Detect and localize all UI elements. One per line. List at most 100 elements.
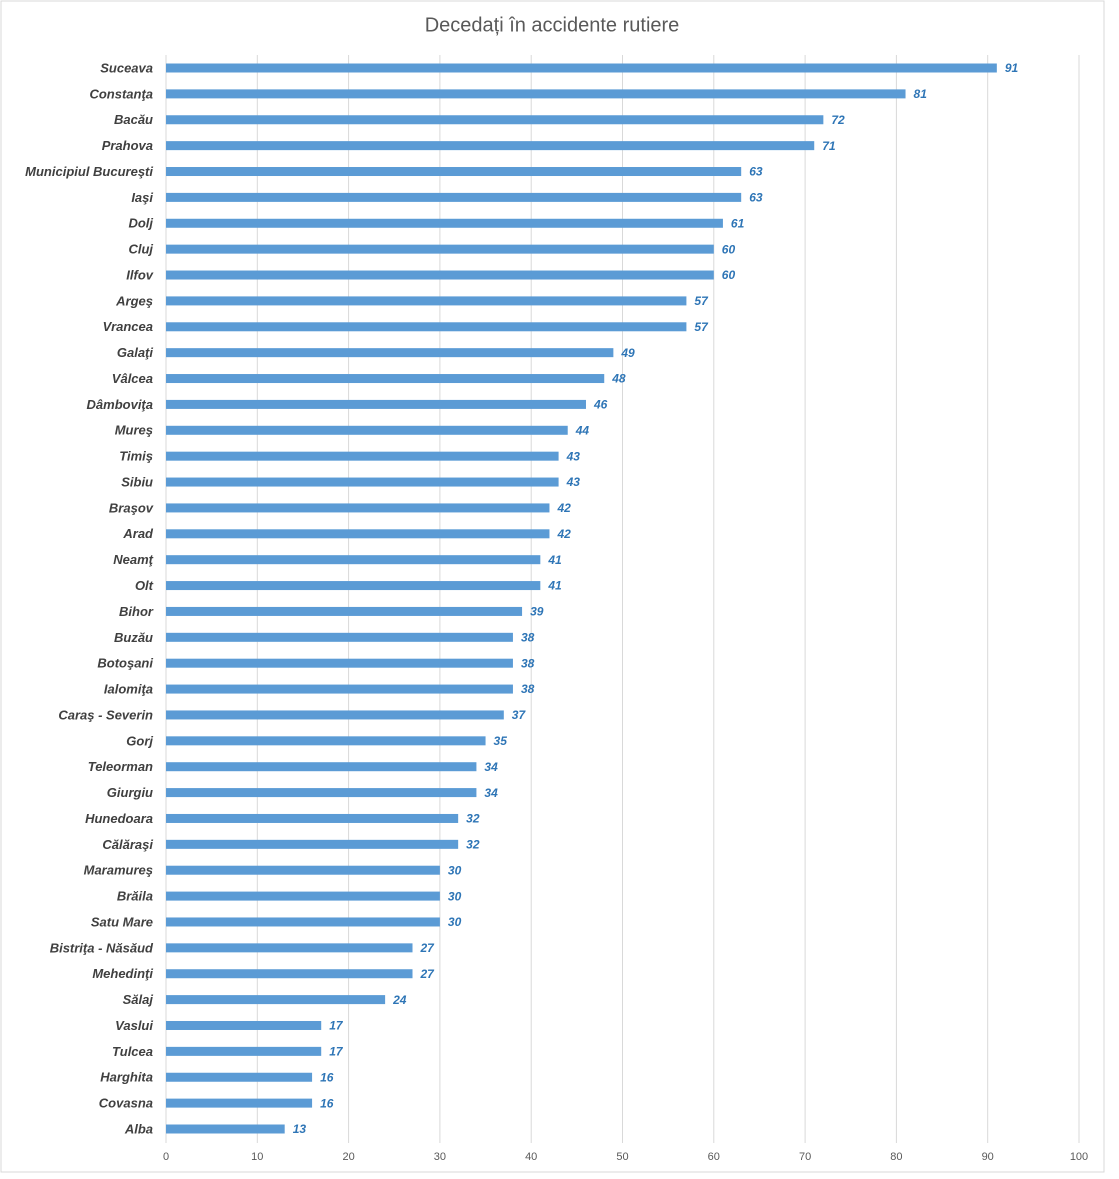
y-tick-label: Argeş bbox=[115, 293, 153, 308]
bar bbox=[166, 244, 714, 254]
data-label: 16 bbox=[320, 1096, 334, 1110]
y-tick-label: Brăila bbox=[117, 889, 153, 904]
y-tick-label: Bihor bbox=[119, 604, 154, 619]
bar bbox=[166, 995, 386, 1005]
y-tick-label: Timiş bbox=[119, 449, 153, 464]
bar bbox=[166, 865, 440, 875]
bar bbox=[166, 1046, 322, 1056]
x-tick-label: 90 bbox=[982, 1151, 994, 1163]
data-label: 30 bbox=[448, 863, 462, 877]
bar bbox=[166, 503, 550, 513]
bar bbox=[166, 167, 742, 177]
y-tick-label: Braşov bbox=[109, 500, 154, 515]
data-label: 46 bbox=[593, 398, 608, 412]
bar bbox=[166, 529, 550, 539]
y-tick-label: Vaslui bbox=[115, 1018, 153, 1033]
y-tick-label: Giurgiu bbox=[107, 785, 153, 800]
bar bbox=[166, 1072, 313, 1082]
data-label: 17 bbox=[329, 1019, 344, 1033]
data-label: 63 bbox=[749, 165, 763, 179]
data-label: 35 bbox=[494, 734, 508, 748]
y-tick-label: Suceava bbox=[100, 60, 153, 75]
data-label: 13 bbox=[293, 1122, 307, 1136]
data-label: 42 bbox=[556, 501, 571, 515]
bar bbox=[166, 1124, 285, 1134]
bar bbox=[166, 63, 997, 73]
data-label: 43 bbox=[566, 449, 581, 463]
y-tick-label: Mureş bbox=[115, 423, 153, 438]
y-tick-label: Mehedinţi bbox=[92, 966, 153, 981]
y-tick-label: Vrancea bbox=[103, 319, 153, 334]
bar bbox=[166, 89, 906, 99]
data-label: 16 bbox=[320, 1070, 334, 1084]
data-label: 30 bbox=[448, 889, 462, 903]
y-tick-label: Satu Mare bbox=[91, 914, 153, 929]
data-label: 41 bbox=[547, 579, 562, 593]
bar bbox=[166, 270, 714, 280]
y-tick-label: Bacău bbox=[114, 112, 153, 127]
bar bbox=[166, 425, 568, 435]
bar bbox=[166, 788, 477, 798]
data-label: 39 bbox=[530, 605, 544, 619]
y-tick-label: Maramureş bbox=[84, 863, 153, 878]
data-label: 34 bbox=[484, 786, 498, 800]
data-label: 81 bbox=[914, 87, 928, 101]
data-label: 32 bbox=[466, 838, 480, 852]
bar bbox=[166, 115, 824, 125]
bar bbox=[166, 839, 459, 849]
y-tick-label: Sălaj bbox=[123, 992, 154, 1007]
x-tick-label: 0 bbox=[163, 1151, 169, 1163]
y-tick-label: Cluj bbox=[128, 242, 153, 257]
y-tick-label: Municipiul Bucureşti bbox=[25, 164, 153, 179]
bar bbox=[166, 762, 477, 772]
y-tick-label: Caraş - Severin bbox=[58, 707, 153, 722]
bar bbox=[166, 658, 513, 668]
data-label: 57 bbox=[694, 294, 709, 308]
data-label: 37 bbox=[512, 708, 527, 722]
x-tick-label: 50 bbox=[616, 1151, 628, 1163]
y-tick-label: Ialomiţa bbox=[104, 682, 153, 697]
y-tick-label: Hunedoara bbox=[85, 811, 153, 826]
data-label: 41 bbox=[547, 553, 562, 567]
x-tick-label: 70 bbox=[799, 1151, 811, 1163]
bar bbox=[166, 710, 504, 720]
data-label: 38 bbox=[521, 656, 535, 670]
y-tick-label: Sibiu bbox=[121, 474, 153, 489]
x-tick-label: 10 bbox=[251, 1151, 263, 1163]
data-label: 24 bbox=[392, 993, 407, 1007]
data-label: 17 bbox=[329, 1045, 344, 1059]
y-tick-label: Ilfov bbox=[126, 267, 153, 282]
y-tick-label: Olt bbox=[135, 578, 154, 593]
data-label: 27 bbox=[420, 967, 436, 981]
data-label: 72 bbox=[831, 113, 845, 127]
bar bbox=[166, 348, 614, 358]
bar bbox=[166, 1020, 322, 1030]
bar bbox=[166, 632, 513, 642]
data-label: 48 bbox=[611, 372, 626, 386]
data-label: 71 bbox=[822, 139, 836, 153]
bar bbox=[166, 218, 723, 228]
bar bbox=[166, 477, 559, 487]
data-label: 63 bbox=[749, 191, 763, 205]
bar bbox=[166, 943, 413, 953]
data-label: 91 bbox=[1005, 61, 1019, 75]
bar bbox=[166, 399, 586, 409]
bar bbox=[166, 451, 559, 461]
bar bbox=[166, 581, 541, 591]
y-tick-label: Botoşani bbox=[97, 656, 153, 671]
bar bbox=[166, 555, 541, 565]
y-tick-label: Alba bbox=[124, 1121, 153, 1136]
bar bbox=[166, 192, 742, 202]
bar bbox=[166, 684, 513, 694]
data-label: 38 bbox=[521, 682, 535, 696]
y-tick-label: Prahova bbox=[102, 138, 153, 153]
chart-title: Decedați în accidente rutiere bbox=[425, 14, 680, 36]
y-tick-label: Galaţi bbox=[117, 345, 154, 360]
y-tick-label: Harghita bbox=[100, 1070, 153, 1085]
bar bbox=[166, 1098, 313, 1108]
data-label: 30 bbox=[448, 915, 462, 929]
data-label: 42 bbox=[556, 527, 571, 541]
bar bbox=[166, 917, 440, 927]
